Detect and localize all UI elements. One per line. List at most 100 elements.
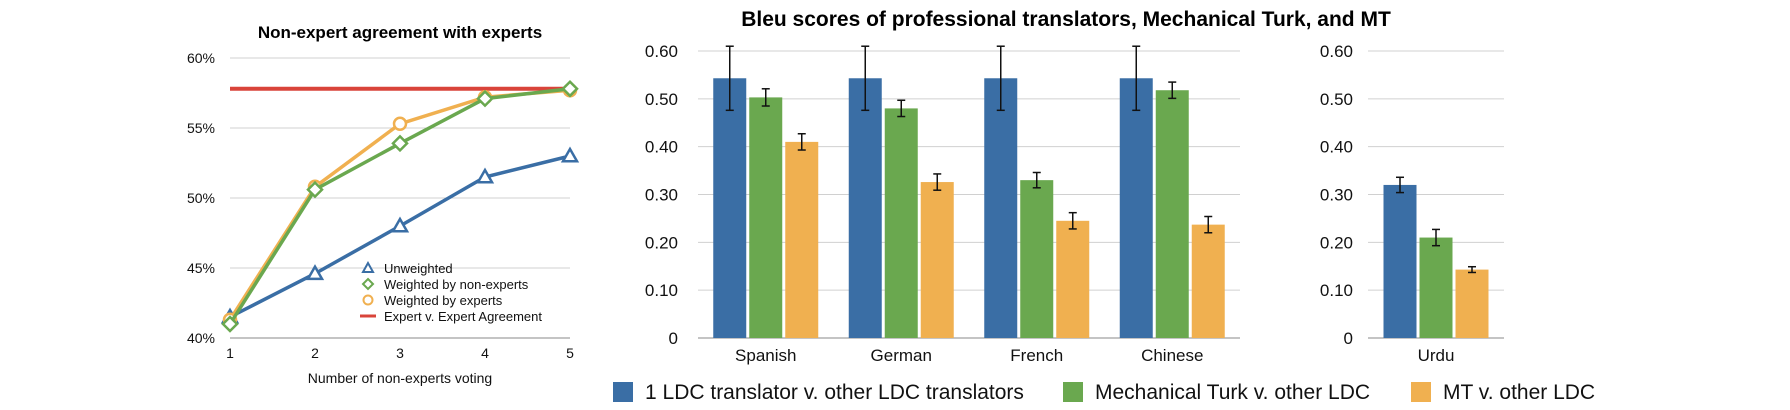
bar [920, 182, 954, 338]
bar-chart-main-bars [713, 45, 1225, 339]
error-bar [861, 45, 870, 112]
bar-chart-y-tick-label: 0.40 [645, 138, 678, 157]
bar-chart-y-tick-label: 0.60 [1320, 42, 1353, 61]
line-legend-label: Expert v. Expert Agreement [384, 309, 542, 324]
bar-chart-y-tick-label: 0.50 [645, 90, 678, 109]
error-bar [897, 99, 906, 118]
line-chart-x-tick-label: 1 [226, 345, 234, 361]
bar-legend-entry: Mechanical Turk v. other LDC [1063, 381, 1370, 404]
line-chart-x-tick-label: 2 [311, 345, 319, 361]
error-bar [797, 133, 806, 151]
line-legend-entry: Expert v. Expert Agreement [360, 309, 542, 324]
bar [1119, 78, 1153, 338]
line-legend-entry: Weighted by non-experts [361, 277, 529, 292]
bar-legend-entry: MT v. other LDC [1411, 381, 1595, 404]
bar-chart-x-tick-label: Chinese [1141, 346, 1203, 365]
line-chart-x-label: Number of non-experts voting [308, 370, 492, 386]
line-chart-y-ticks: 40% 45% 50% 55% 60% [187, 50, 215, 346]
bar [1155, 90, 1189, 339]
bar-group-french [984, 45, 1090, 338]
bar-chart-y-tick-label: 0.60 [645, 42, 678, 61]
line-series-point [560, 146, 580, 163]
error-bar [1132, 45, 1141, 112]
bar [1419, 237, 1453, 338]
line-legend-label: Unweighted [384, 261, 453, 276]
bar-chart-main-x-ticks: Spanish German French Chinese [735, 346, 1203, 365]
error-bar [1168, 81, 1177, 100]
line-chart-agreement: Non-expert agreement with experts 40% 45%… [187, 23, 580, 386]
line-chart-y-tick-label: 60% [187, 50, 215, 66]
bar [1455, 269, 1489, 338]
bar-chart-y-tick-label: 0.10 [1320, 281, 1353, 300]
bar-chart-x-tick-label: French [1010, 346, 1063, 365]
bar-legend-label: Mechanical Turk v. other LDC [1095, 381, 1370, 404]
line-chart-y-tick-label: 55% [187, 120, 215, 136]
error-bar [933, 173, 942, 191]
line-chart-x-ticks: 1 2 3 4 5 [226, 345, 574, 361]
bar [1191, 224, 1225, 338]
bar [984, 78, 1018, 338]
line-series-point [475, 167, 495, 184]
bar-group-spanish [713, 45, 819, 338]
bar-chart-urdu-bars [1383, 176, 1489, 338]
bar [1056, 220, 1090, 338]
bar-chart-y-tick-label: 0.50 [1320, 90, 1353, 109]
line-legend-swatch [362, 294, 374, 306]
line-chart-x-tick-label: 5 [566, 345, 574, 361]
bar-chart-y-tick-label: 0.10 [645, 281, 678, 300]
line-legend-label: Weighted by non-experts [384, 277, 529, 292]
bar-chart-y-tick-label: 0.30 [645, 186, 678, 205]
error-bar [1468, 265, 1476, 274]
line-series-point [305, 264, 325, 281]
bar-chart-title: Bleu scores of professional translators,… [741, 8, 1391, 31]
bar-chart-y-tick-label: 0.40 [1320, 138, 1353, 157]
bar-legend-label: MT v. other LDC [1443, 381, 1595, 404]
line-series-point [561, 80, 579, 98]
error-bar [996, 45, 1005, 112]
line-chart-y-tick-label: 50% [187, 190, 215, 206]
bar-chart-x-tick-label: Urdu [1418, 346, 1455, 365]
line-series-point [392, 116, 408, 132]
bar-chart-y-tick-label: 0 [669, 329, 678, 348]
line-series-0 [220, 146, 580, 324]
line-series-point [476, 89, 494, 108]
bar-legend-swatch [1411, 382, 1431, 402]
bar-chart-y-tick-label: 0.30 [1320, 186, 1353, 205]
bar-legend-label: 1 LDC translator v. other LDC translator… [645, 381, 1024, 404]
bar [884, 108, 918, 339]
error-bar [1396, 176, 1404, 194]
error-bar [761, 88, 770, 107]
bar [848, 78, 882, 338]
line-series-point [221, 315, 239, 333]
bar-group-chinese [1119, 45, 1225, 339]
bar-legend-swatch [613, 382, 633, 402]
line-legend-entry: Weighted by experts [362, 293, 503, 308]
line-series-point [390, 216, 410, 233]
error-bar [1204, 215, 1213, 234]
line-chart-series [220, 80, 580, 333]
line-legend-label: Weighted by experts [384, 293, 503, 308]
line-legend-swatch [361, 277, 375, 291]
error-bar [725, 45, 734, 112]
error-bar [1068, 211, 1077, 230]
error-bar [1032, 171, 1041, 189]
bar [785, 141, 819, 338]
bar-legend-swatch [1063, 382, 1083, 402]
line-legend-entry: Unweighted [361, 260, 453, 276]
bar [1020, 180, 1054, 338]
bar-chart-legend: 1 LDC translator v. other LDC translator… [613, 381, 1595, 404]
line-series-point [391, 134, 409, 153]
line-chart-y-tick-label: 40% [187, 330, 215, 346]
bar-chart-bleu: Bleu scores of professional translators,… [613, 8, 1595, 404]
bar-chart-x-tick-label: German [871, 346, 932, 365]
bar-chart-urdu-y-ticks: 0 0.10 0.20 0.30 0.40 0.50 0.60 [1320, 42, 1353, 348]
bar-chart-urdu-x-ticks: Urdu [1418, 346, 1455, 365]
bar-chart-x-tick-label: Spanish [735, 346, 796, 365]
bar-group-german [848, 45, 954, 339]
line-chart-grid [230, 57, 570, 339]
bar [749, 97, 783, 338]
bar [713, 78, 747, 338]
line-legend-swatch [361, 260, 375, 273]
